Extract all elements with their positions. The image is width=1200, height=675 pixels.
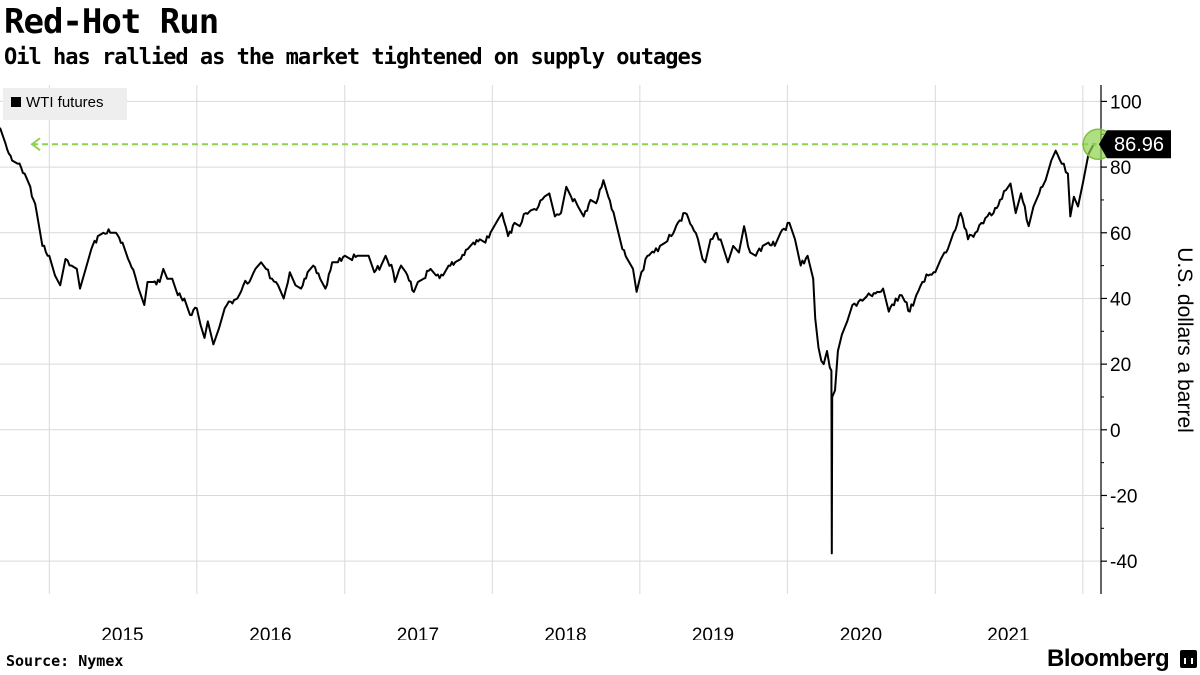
- x-tick-label: 2019: [692, 625, 734, 640]
- legend-swatch: [11, 97, 21, 107]
- legend-background: [3, 88, 127, 120]
- brand-logo: Bloomberg: [1047, 645, 1170, 672]
- x-tick-label: 2017: [397, 625, 439, 640]
- bloomberg-terminal-icon: [1180, 650, 1197, 668]
- x-tick-label: 2021: [987, 625, 1029, 640]
- y-tick-label: 60: [1110, 224, 1131, 245]
- x-tick-labels: 2015 2016 2017 2018 2019 2020 2021: [101, 625, 1029, 640]
- y-tick-label: 40: [1110, 289, 1131, 310]
- chart-title: Red-Hot Run: [4, 2, 219, 42]
- y-tick-label: 80: [1110, 158, 1131, 179]
- y-axis-label: U.S. dollars a barrel: [1173, 247, 1196, 433]
- legend: WTI futures: [3, 88, 127, 120]
- latest-value-highlight: [30, 128, 1114, 160]
- callout-label: 86.96: [1114, 134, 1164, 156]
- series-line-wti-futures: [0, 127, 1097, 555]
- y-axis: [1100, 85, 1107, 594]
- reference-arrowhead: [30, 137, 41, 152]
- source-note: Source: Nymex: [6, 652, 124, 670]
- legend-label: WTI futures: [26, 94, 104, 111]
- series-layer: [0, 127, 1097, 555]
- y-tick-labels: 100 80 60 40 20 0 -20 -40: [1110, 92, 1142, 573]
- latest-value-callout: 86.96: [1099, 130, 1171, 159]
- chart-subtitle: Oil has rallied as the market tightened …: [4, 45, 703, 70]
- y-tick-label: -20: [1110, 486, 1137, 507]
- y-tick-label: -40: [1110, 552, 1137, 573]
- y-tick-label: 20: [1110, 355, 1131, 376]
- x-tick-label: 2018: [544, 625, 586, 640]
- y-tick-label: 0: [1110, 421, 1121, 442]
- x-tick-label: 2015: [101, 625, 143, 640]
- gridlines: [0, 85, 1101, 594]
- x-tick-label: 2016: [249, 625, 291, 640]
- callout-background: [1099, 130, 1171, 159]
- x-tick-label: 2020: [840, 625, 882, 640]
- y-tick-label: 100: [1110, 92, 1142, 113]
